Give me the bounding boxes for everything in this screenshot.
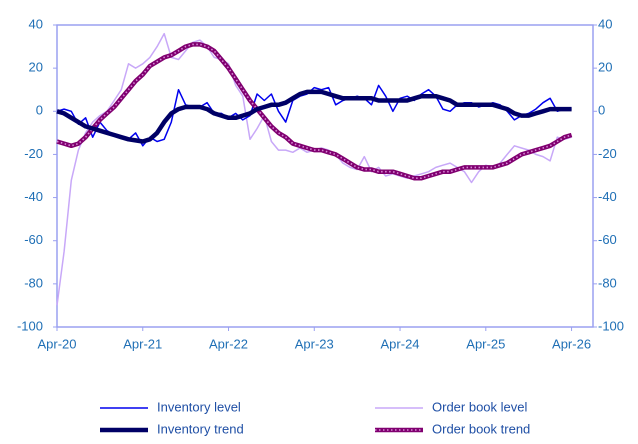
series-line xyxy=(56,32,572,306)
legend-label: Inventory level xyxy=(157,399,241,414)
legend-label: Order book level xyxy=(432,399,527,414)
x-tick-label: Apr-24 xyxy=(381,336,420,351)
legend-label: Inventory trend xyxy=(157,421,244,436)
legend-label: Order book trend xyxy=(432,421,530,436)
y2-tick-label: 40 xyxy=(598,16,612,31)
y-tick-label: 0 xyxy=(36,103,43,118)
x-tick-label: Apr-22 xyxy=(209,336,248,351)
y-tick-label: -100 xyxy=(17,318,43,333)
series-line xyxy=(56,84,572,147)
y-tick-label: -80 xyxy=(24,275,43,290)
series-line xyxy=(56,89,572,144)
y2-tick-label: -60 xyxy=(598,232,617,247)
series-line-dots xyxy=(56,43,572,179)
x-tick-label: Apr-20 xyxy=(37,336,76,351)
x-tick-label: Apr-25 xyxy=(466,336,505,351)
x-tick-label: Apr-21 xyxy=(123,336,162,351)
y-tick-label: 40 xyxy=(29,16,43,31)
y2-tick-label: -40 xyxy=(598,189,617,204)
y-tick-label: -60 xyxy=(24,232,43,247)
y-tick-label: 20 xyxy=(29,60,43,75)
x-tick-label: Apr-23 xyxy=(295,336,334,351)
series-line xyxy=(56,42,573,181)
y2-tick-label: -80 xyxy=(598,275,617,290)
x-tick-label: Apr-26 xyxy=(552,336,591,351)
plot-frame xyxy=(56,24,594,328)
y2-tick-label: -100 xyxy=(598,318,624,333)
y2-tick-label: 0 xyxy=(598,103,605,118)
y-tick-label: -40 xyxy=(24,189,43,204)
y2-tick-label: 20 xyxy=(598,60,612,75)
y-tick-label: -20 xyxy=(24,146,43,161)
y2-tick-label: -20 xyxy=(598,146,617,161)
